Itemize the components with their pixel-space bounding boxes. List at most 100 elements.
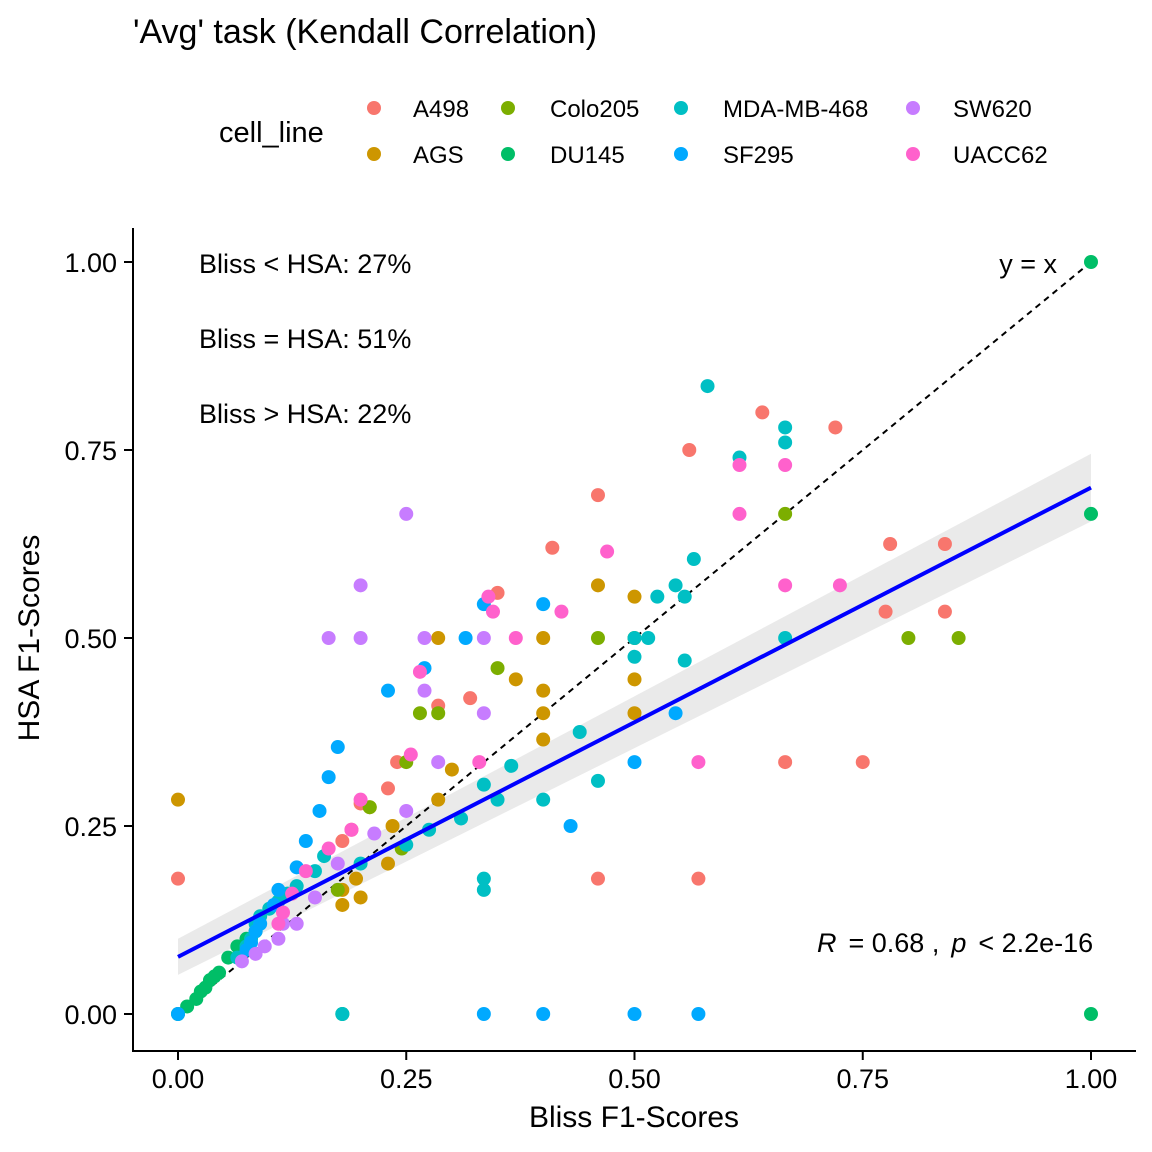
point-mda-mb-468: [686, 552, 701, 567]
point-sw620: [431, 755, 446, 770]
y-tick-label: 0.25: [64, 812, 117, 842]
annotation-bliss-eq-hsa: Bliss = HSA: 51%: [199, 324, 411, 354]
point-mda-mb-468: [778, 420, 793, 435]
series-uacc62: [271, 458, 847, 931]
point-sw620: [476, 631, 491, 645]
point-uacc62: [508, 631, 523, 645]
point-ags: [171, 792, 185, 807]
point-uacc62: [472, 755, 487, 770]
point-a498: [682, 443, 697, 457]
point-du145: [1084, 1007, 1098, 1021]
point-sf295: [321, 770, 336, 785]
point-uacc62: [481, 589, 496, 604]
point-a498: [937, 604, 952, 619]
x-tick-label: 0.75: [836, 1064, 889, 1094]
legend-label-sf295: SF295: [723, 142, 794, 169]
legend-key-colo205: [501, 101, 515, 115]
point-uacc62: [554, 604, 569, 619]
point-sw620: [271, 931, 286, 946]
point-a498: [380, 781, 395, 796]
point-a498: [937, 537, 952, 551]
legend-key-a498: [367, 101, 381, 115]
legend-label-colo205: Colo205: [550, 96, 639, 123]
point-ags: [508, 672, 523, 687]
point-ags: [431, 792, 446, 807]
point-sf295: [668, 706, 683, 721]
point-mda-mb-468: [476, 871, 491, 886]
point-mda-mb-468: [476, 777, 491, 792]
y-ticks: 0.00 0.25 0.50 0.75 1.00: [64, 248, 133, 1030]
series-sf295: [171, 597, 706, 1021]
point-sf295: [476, 1007, 491, 1021]
point-ags: [590, 578, 605, 593]
point-mda-mb-468: [572, 725, 587, 739]
point-sf295: [312, 803, 327, 818]
legend: cell_line A498 AGS Colo205 DU145 MDA-MB-468 S…: [219, 96, 1048, 169]
point-uacc62: [344, 822, 359, 837]
point-mda-mb-468: [536, 792, 551, 807]
p-symbol: p: [950, 928, 966, 958]
point-colo205: [951, 631, 966, 645]
point-uacc62: [321, 841, 336, 856]
annotation-bliss-lt-hsa: Bliss < HSA: 27%: [199, 249, 411, 279]
legend-key-sf295: [674, 147, 688, 161]
point-colo205: [901, 631, 916, 645]
point-sw620: [399, 506, 414, 521]
point-a498: [590, 871, 605, 886]
point-mda-mb-468: [650, 589, 665, 604]
point-du145: [1084, 255, 1098, 269]
point-ags: [444, 762, 459, 777]
point-sf295: [171, 1007, 185, 1021]
point-sw620: [330, 856, 345, 871]
legend-key-mda-mb-468: [674, 101, 688, 115]
point-mda-mb-468: [476, 882, 491, 897]
point-sf295: [536, 597, 551, 612]
r-value: = 0.68 ,: [849, 928, 940, 958]
point-a498: [463, 691, 478, 706]
point-a498: [171, 871, 185, 886]
chart-title: 'Avg' task (Kendall Correlation): [133, 13, 597, 51]
point-a498: [883, 537, 898, 551]
point-ags: [536, 732, 551, 747]
point-sw620: [353, 631, 368, 645]
point-sf295: [563, 819, 578, 833]
y-axis-title: HSA F1-Scores: [13, 535, 46, 742]
point-sf295: [298, 834, 313, 849]
x-tick-label: 0.00: [152, 1064, 205, 1094]
legend-label-ags: AGS: [413, 142, 464, 169]
point-ags: [627, 672, 642, 687]
x-tick-label: 0.50: [608, 1064, 661, 1094]
point-uacc62: [732, 506, 747, 521]
point-uacc62: [832, 578, 847, 593]
reference-line-label: y = x: [999, 249, 1057, 279]
x-ticks: 0.00 0.25 0.50 0.75 1.00: [152, 1051, 1118, 1094]
point-sf295: [253, 916, 268, 931]
point-colo205: [412, 706, 427, 721]
point-mda-mb-468: [677, 589, 692, 604]
series-sw620: [234, 506, 491, 969]
point-a498: [855, 755, 870, 770]
point-ags: [536, 631, 551, 645]
point-uacc62: [275, 905, 290, 920]
point-uacc62: [600, 544, 615, 559]
point-a498: [828, 420, 843, 435]
point-ags: [536, 683, 551, 698]
point-sf295: [244, 935, 259, 950]
point-sf295: [627, 1007, 642, 1021]
point-uacc62: [732, 458, 747, 473]
y-tick-label: 1.00: [64, 248, 117, 278]
point-ags: [627, 589, 642, 604]
legend-label-uacc62: UACC62: [953, 142, 1048, 169]
point-sf295: [271, 882, 286, 897]
point-a498: [691, 871, 706, 886]
point-a498: [335, 834, 350, 849]
point-ags: [349, 871, 364, 886]
legend-label-a498: A498: [413, 96, 469, 123]
point-uacc62: [778, 578, 793, 593]
point-mda-mb-468: [668, 578, 683, 593]
point-a498: [778, 755, 793, 770]
point-a498: [878, 604, 893, 619]
x-tick-label: 1.00: [1065, 1064, 1118, 1094]
point-sf295: [627, 755, 642, 770]
